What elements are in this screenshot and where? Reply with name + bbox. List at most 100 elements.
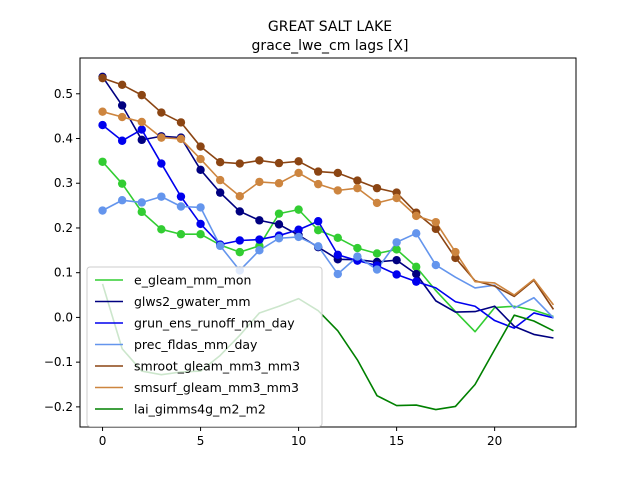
data-point [412, 262, 421, 272]
data-point [157, 133, 166, 142]
data-point [294, 168, 303, 178]
chart-subtitle: grace_lwe_cm lags [X] [252, 38, 409, 54]
data-point [117, 101, 127, 110]
data-point [431, 260, 441, 270]
series-markers [98, 72, 460, 286]
data-point [313, 242, 323, 251]
data-point [196, 219, 205, 229]
y-tick-label: 0.2 [54, 221, 73, 235]
data-point [353, 176, 362, 185]
data-point [313, 217, 323, 226]
axes: 0 5 10 15 20 −0.2 −0.1 0.0 0.1 0.2 0.3 0.4 0.5 [44, 57, 577, 448]
data-point [392, 255, 401, 265]
data-point [235, 159, 244, 168]
data-point [412, 269, 421, 279]
data-point [392, 238, 401, 247]
data-point [176, 118, 186, 127]
data-point [274, 179, 284, 188]
series-line-2 [102, 124, 554, 329]
data-point [412, 211, 421, 221]
data-point [117, 112, 127, 122]
data-point [157, 108, 166, 117]
data-point [451, 247, 460, 257]
legend-label: lai_gimms4g_m2_m2 [134, 402, 266, 417]
legend-label: prec_fldas_mm_day [134, 337, 258, 352]
legend: e_gleam_mm_mon glws2_gwater_mm grun_ens_ru… [86, 266, 323, 427]
y-tick-label: −0.2 [44, 400, 73, 414]
data-point [235, 247, 244, 257]
data-point [235, 192, 244, 201]
data-point [215, 241, 225, 251]
legend-label: grun_ens_runoff_mm_day [134, 316, 295, 331]
data-point [333, 250, 343, 259]
data-point [372, 198, 382, 208]
data-point [294, 225, 303, 234]
data-point [117, 80, 127, 90]
x-tick-label: 5 [197, 434, 205, 448]
data-point [98, 157, 107, 166]
data-point [333, 233, 343, 243]
data-point [98, 206, 107, 215]
data-point [196, 142, 205, 151]
data-point [372, 183, 382, 193]
data-point [176, 134, 186, 144]
data-point [392, 245, 401, 254]
legend-label: e_gleam_mm_mon [134, 273, 251, 288]
y-tick-label: 0.1 [54, 266, 73, 280]
data-point [255, 235, 264, 244]
data-point [255, 216, 264, 225]
data-point [313, 226, 323, 235]
data-point [353, 243, 362, 253]
y-tick-label: 0.4 [54, 132, 73, 146]
data-point [392, 193, 401, 203]
data-point [235, 236, 244, 245]
y-tick-label: 0.5 [54, 87, 73, 101]
data-point [196, 154, 205, 164]
data-point [157, 159, 166, 168]
legend-box [86, 266, 323, 427]
data-point [137, 207, 146, 217]
data-point [215, 158, 225, 167]
data-point [137, 125, 146, 134]
data-point [235, 207, 244, 216]
chart-title: GREAT SALT LAKE [268, 19, 392, 35]
x-tick-label: 10 [291, 434, 306, 448]
x-tick-label: 0 [99, 434, 107, 448]
data-point [117, 179, 127, 188]
data-point [117, 136, 127, 145]
data-point [333, 168, 343, 178]
data-point [294, 205, 303, 214]
data-point [196, 230, 205, 239]
data-point [196, 203, 205, 212]
data-point [353, 183, 362, 193]
data-point [274, 209, 284, 218]
data-point [274, 158, 284, 168]
data-point [157, 192, 166, 201]
data-point [176, 192, 186, 201]
data-point [294, 157, 303, 166]
data-point [333, 269, 343, 279]
data-point [215, 188, 225, 197]
data-point [372, 265, 382, 274]
legend-label: glws2_gwater_mm [134, 294, 251, 309]
data-point [98, 73, 107, 83]
data-point [392, 270, 401, 279]
y-tick-label: 0.0 [54, 310, 73, 324]
data-point [137, 90, 146, 100]
data-point [451, 253, 460, 263]
data-point [255, 177, 264, 187]
data-point [137, 135, 146, 145]
data-point [313, 167, 323, 176]
data-point [412, 229, 421, 238]
data-point [294, 232, 303, 242]
data-point [274, 234, 284, 243]
data-point [176, 202, 186, 211]
x-tick-label: 15 [389, 434, 404, 448]
data-point [255, 246, 264, 255]
plot-frame [79, 57, 577, 428]
y-tick-label: 0.3 [54, 176, 73, 190]
data-point [431, 224, 441, 234]
data-point [412, 277, 421, 286]
data-point [157, 225, 166, 234]
data-point [176, 230, 186, 239]
